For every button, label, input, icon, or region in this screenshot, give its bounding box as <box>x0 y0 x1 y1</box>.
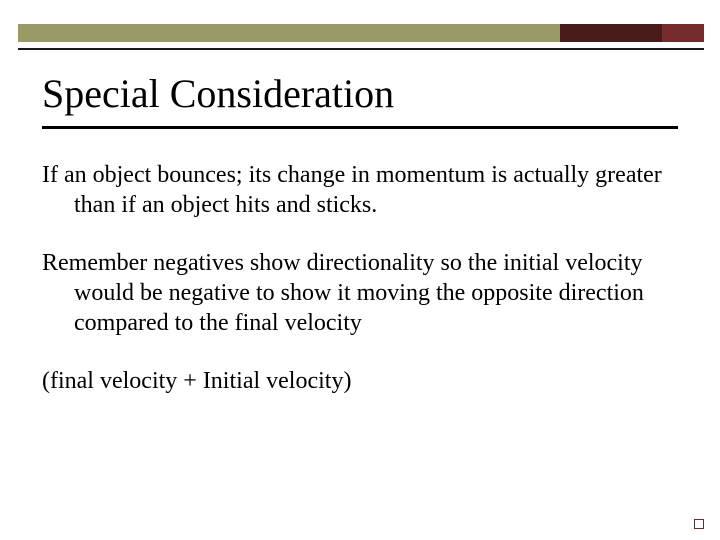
body-paragraph: Remember negatives show directionality s… <box>42 248 678 338</box>
corner-square-icon <box>694 519 704 529</box>
paragraph-text: If an object bounces; its change in mome… <box>42 162 662 218</box>
paragraph-text: (final velocity + Initial velocity) <box>42 368 351 394</box>
paragraph-text: Remember negatives show directionality s… <box>42 250 644 336</box>
top-bar-segment-dark <box>560 24 662 42</box>
body-paragraph: (final velocity + Initial velocity) <box>42 366 678 396</box>
slide: Special Consideration If an object bounc… <box>0 0 720 540</box>
top-thin-rule <box>18 48 704 50</box>
top-accent-bar <box>0 24 720 42</box>
slide-body: If an object bounces; its change in mome… <box>42 160 678 424</box>
slide-title: Special Consideration <box>42 72 394 116</box>
top-bar-segment-maroon <box>662 24 704 42</box>
body-paragraph: If an object bounces; its change in mome… <box>42 160 678 220</box>
title-underline <box>42 126 678 129</box>
top-bar-segment-olive <box>18 24 560 42</box>
